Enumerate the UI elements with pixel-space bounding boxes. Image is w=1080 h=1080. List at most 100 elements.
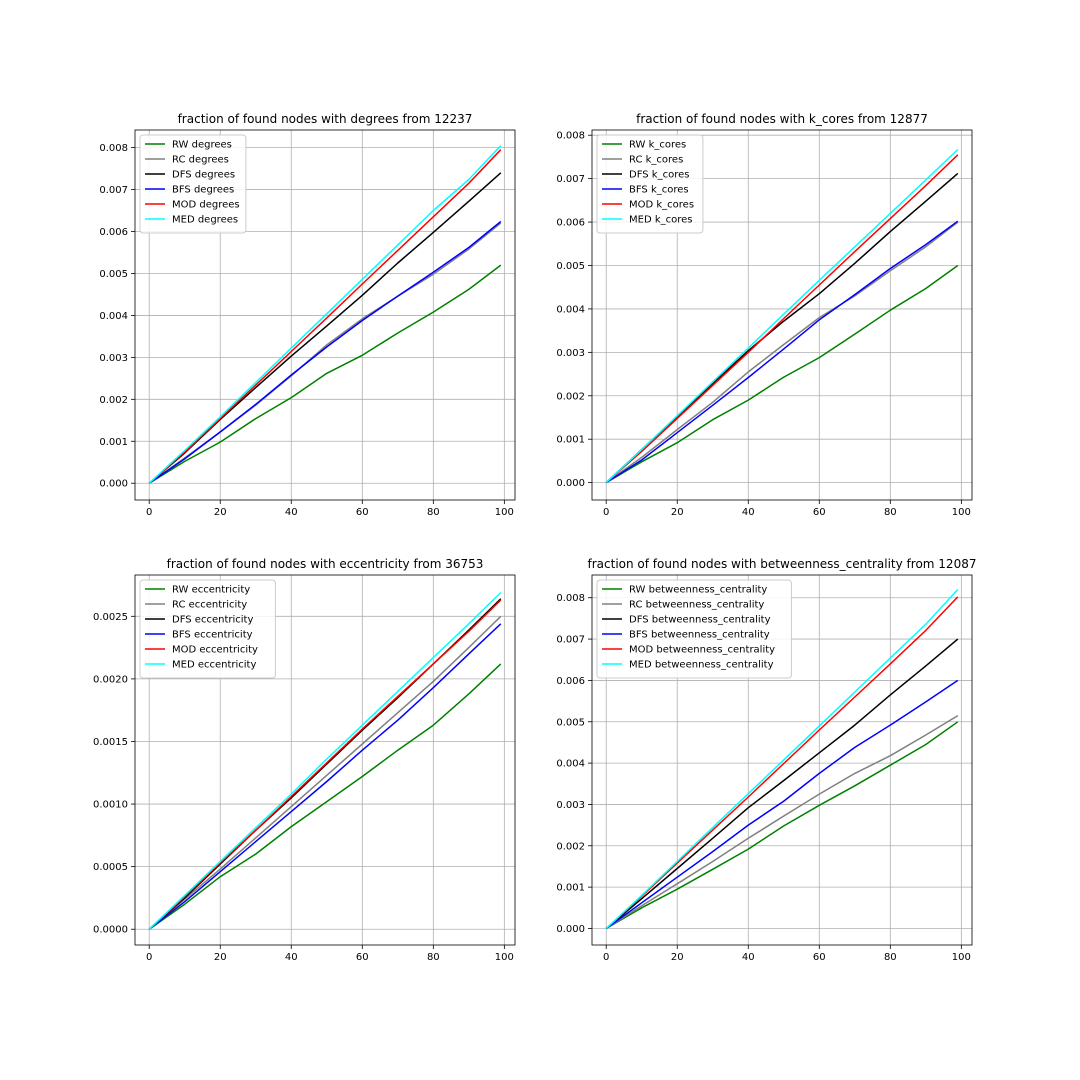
y-tick-label: 0.005: [556, 261, 585, 272]
y-tick-label: 0.002: [99, 395, 128, 406]
y-tick-label: 0.004: [556, 304, 585, 315]
y-tick-label: 0.0025: [93, 612, 128, 623]
y-tick-label: 0.006: [556, 218, 585, 229]
x-tick-label: 20: [214, 507, 227, 518]
y-tick-label: 0.008: [556, 593, 585, 604]
plot-frame: [134, 574, 516, 946]
chart-panel-4: fraction of found nodes with betweenness…: [556, 557, 976, 963]
legend-label: BFS eccentricity: [172, 630, 253, 641]
y-tick-label: 0.007: [99, 185, 128, 196]
x-tick-label: 40: [285, 952, 298, 963]
x-tick-label: 20: [214, 952, 227, 963]
x-tick-label: 100: [495, 507, 514, 518]
y-tick-label: 0.0005: [93, 862, 128, 873]
y-tick-label: 0.0010: [93, 800, 128, 811]
plot-frame: [134, 129, 516, 501]
x-tick-label: 40: [285, 507, 298, 518]
legend-label: MOD k_cores: [629, 200, 694, 211]
series-line-rc: [605, 221, 959, 484]
series-line-med: [605, 588, 959, 930]
legend-label: MOD eccentricity: [172, 645, 258, 656]
y-tick-label: 0.001: [99, 437, 128, 448]
chart-title: fraction of found nodes with degrees fro…: [178, 112, 473, 126]
legend-label: RW eccentricity: [172, 585, 250, 596]
y-tick-label: 0.007: [556, 635, 585, 646]
legend: RW degrees RC degrees DFS degrees BFS degre…: [139, 134, 247, 234]
series-line-mod: [148, 599, 502, 930]
x-tick-label: 60: [356, 952, 369, 963]
chart-title: fraction of found nodes with k_cores fro…: [636, 112, 928, 126]
chart-title: fraction of found nodes with betweenness…: [588, 557, 977, 571]
series-line-med: [148, 591, 502, 930]
x-tick-label: 60: [813, 507, 826, 518]
x-tick-label: 0: [146, 952, 152, 963]
legend-label: RC eccentricity: [172, 600, 247, 611]
series-line-rc: [148, 615, 502, 930]
chart-panel-1: fraction of found nodes with degrees fro…: [99, 112, 516, 518]
legend-label: RC betweenness_centrality: [629, 600, 764, 611]
chart-panel-2: fraction of found nodes with k_cores fro…: [556, 112, 973, 518]
x-tick-label: 20: [671, 952, 684, 963]
x-tick-label: 80: [884, 507, 897, 518]
chart-panel-3: fraction of found nodes with eccentricit…: [93, 557, 516, 963]
x-tick-label: 100: [952, 952, 971, 963]
y-tick-label: 0.0000: [93, 925, 128, 936]
legend-box: [139, 134, 247, 234]
x-tick-label: 0: [146, 507, 152, 518]
legend-label: DFS betweenness_centrality: [629, 615, 771, 626]
x-tick-label: 20: [671, 507, 684, 518]
legend-label: MED degrees: [172, 215, 238, 226]
y-tick-label: 0.008: [99, 143, 128, 154]
y-tick-label: 0.008: [556, 131, 585, 142]
series-line-dfs: [605, 638, 959, 930]
legend-label: MOD betweenness_centrality: [629, 645, 775, 656]
series-line-rw: [605, 721, 959, 930]
y-tick-label: 0.001: [556, 435, 585, 446]
legend-box: [596, 579, 792, 679]
legend-label: DFS degrees: [172, 170, 235, 181]
legend: RW k_cores RC k_cores DFS k_cores BFS k_cor…: [596, 134, 704, 234]
series-line-mod: [605, 596, 959, 930]
legend-label: BFS betweenness_centrality: [629, 630, 770, 641]
series-line-bfs: [148, 220, 502, 484]
x-tick-label: 40: [742, 952, 755, 963]
legend-label: DFS eccentricity: [172, 615, 253, 626]
legend: RW eccentricity RC eccentricity DFS eccent…: [139, 579, 276, 679]
legend: RW betweenness_centrality RC betweenness_…: [596, 579, 792, 679]
y-tick-label: 0.005: [99, 269, 128, 280]
y-tick-label: 0.006: [99, 227, 128, 238]
legend-label: MOD degrees: [172, 200, 240, 211]
y-tick-label: 0.003: [99, 353, 128, 364]
y-tick-label: 0.000: [556, 478, 585, 489]
y-tick-label: 0.007: [556, 174, 585, 185]
x-tick-label: 60: [356, 507, 369, 518]
y-tick-label: 0.003: [556, 800, 585, 811]
plot-frame: [591, 574, 973, 946]
series-line-rw: [605, 264, 959, 484]
x-tick-label: 100: [495, 952, 514, 963]
legend-label: RC degrees: [172, 155, 229, 166]
series-line-med: [148, 144, 502, 484]
chart-title: fraction of found nodes with eccentricit…: [167, 557, 484, 571]
y-tick-label: 0.002: [556, 391, 585, 402]
legend-label: RC k_cores: [629, 155, 683, 166]
legend-label: DFS k_cores: [629, 170, 689, 181]
series-line-rc: [605, 714, 959, 930]
y-tick-label: 0.006: [556, 676, 585, 687]
legend-label: RW betweenness_centrality: [629, 585, 767, 596]
legend-box: [596, 134, 704, 234]
y-tick-label: 0.004: [99, 311, 128, 322]
legend-label: MED betweenness_centrality: [629, 660, 774, 671]
y-tick-label: 0.0015: [93, 737, 128, 748]
legend-label: RW k_cores: [629, 140, 686, 151]
x-tick-label: 80: [884, 952, 897, 963]
x-tick-label: 80: [427, 952, 440, 963]
y-tick-label: 0.000: [99, 479, 128, 490]
y-tick-label: 0.003: [556, 348, 585, 359]
y-tick-label: 0.0020: [93, 674, 128, 685]
x-tick-label: 80: [427, 507, 440, 518]
y-tick-label: 0.000: [556, 924, 585, 935]
y-tick-label: 0.005: [556, 717, 585, 728]
x-tick-label: 0: [603, 507, 609, 518]
x-tick-label: 40: [742, 507, 755, 518]
